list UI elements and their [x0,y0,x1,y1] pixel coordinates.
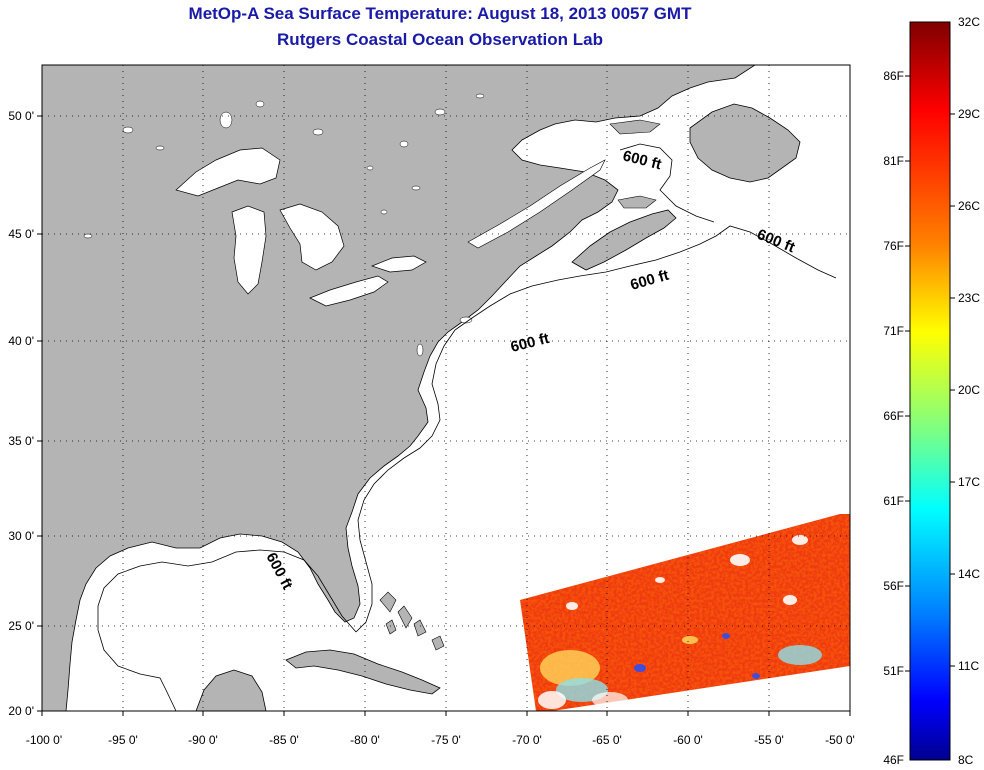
colorbar-fahrenheit-label: 46F [883,753,904,767]
y-tick-label: 45 0' [8,227,34,241]
colorbar-celsius-label: 8C [958,753,974,767]
colorbar-celsius-label: 11C [958,659,979,673]
colorbar-fahrenheit-label: 66F [883,409,904,423]
x-tick-label: -75 0' [431,733,461,747]
pei-land [617,195,657,209]
x-tick-label: -80 0' [350,733,380,747]
depth-contour-600ft-gulf [97,549,357,711]
yucatan-land [195,669,267,711]
lake-ontario [370,255,427,273]
colorbar-celsius-label: 20C [958,383,980,397]
colorbar-celsius-label: 26C [958,199,980,213]
depth-contour-600ft-north [619,143,715,223]
colorbar-ticks [905,75,955,672]
colorbar-fahrenheit-label: 76F [883,239,904,253]
x-tick-label: -60 0' [673,733,703,747]
colorbar-celsius-label: 17C [958,475,980,489]
colorbar-fahrenheit-label: 51F [883,664,904,678]
x-tick-label: -50 0' [825,733,855,747]
anticosti-island [609,119,661,135]
lake-erie [309,275,389,307]
x-tick-label: -90 0' [188,733,218,747]
st-lawrence-estuary [467,159,606,249]
depth-contour-600ft-south [355,329,456,633]
colorbar-celsius-label: 29C [958,107,980,121]
colorbar [909,21,951,761]
x-tick-label: -70 0' [512,733,542,747]
newfoundland-land [689,103,801,183]
y-tick-label: 20 0' [8,704,34,718]
colorbar-celsius-label: 23C [958,291,980,305]
sst-swath [520,514,850,711]
x-tick-label: -95 0' [108,733,138,747]
y-tick-label: 25 0' [8,619,34,633]
colorbar-fahrenheit-label: 71F [883,324,904,338]
y-tick-label: 30 0' [8,529,34,543]
lake-michigan [231,205,267,295]
colorbar-fahrenheit-label: 86F [883,69,904,83]
axis-ticks [37,115,851,716]
y-tick-label: 50 0' [8,109,34,123]
colorbar-fahrenheit-label: 81F [883,154,904,168]
colorbar-celsius-label: 14C [958,567,980,581]
cuba-land [285,649,441,695]
bahamas-islands [379,591,445,651]
y-tick-label: 40 0' [8,334,34,348]
depth-contour-600ft [454,225,837,331]
colorbar-fahrenheit-label: 56F [883,579,904,593]
x-tick-label: -100 0' [26,733,62,747]
map-subtitle: Rutgers Coastal Ocean Observation Lab [277,30,603,49]
nova-scotia-land [571,209,677,271]
colorbar-celsius-label: 32C [958,15,980,29]
y-tick-label: 35 0' [8,434,34,448]
map-title: MetOp-A Sea Surface Temperature: August … [188,4,692,23]
colorbar-fahrenheit-label: 61F [883,494,904,508]
x-tick-label: -65 0' [592,733,622,747]
lake-huron [279,203,345,271]
lake-superior [175,147,281,197]
north-america-land [42,65,756,711]
x-tick-label: -55 0' [754,733,784,747]
x-tick-label: -85 0' [269,733,299,747]
